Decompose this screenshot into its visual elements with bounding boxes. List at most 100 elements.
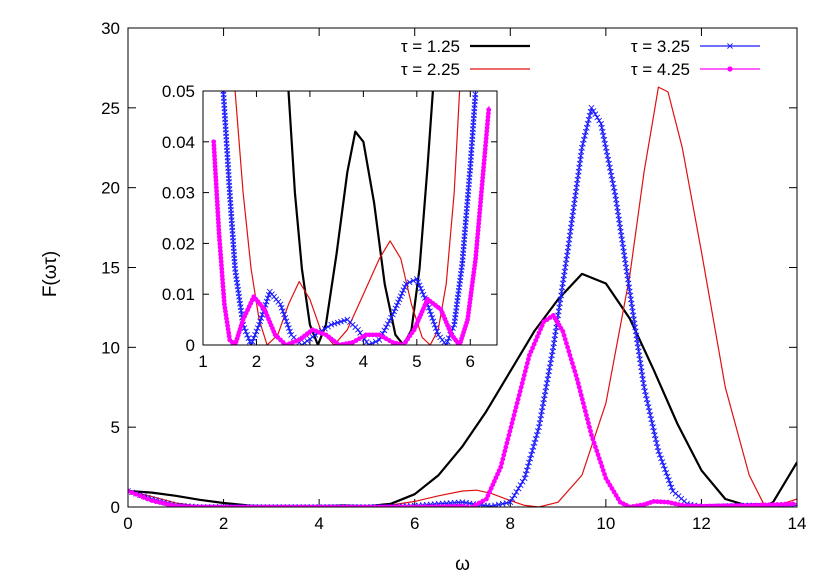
main-series-point-3 (525, 356, 531, 362)
main-series-point-3 (774, 502, 780, 507)
inset-series-point-2 (406, 279, 413, 286)
main-series-point-3 (726, 503, 732, 507)
inset-series-point-3 (221, 301, 227, 307)
inset-series-point-2 (426, 308, 433, 315)
main-series-point-2 (517, 482, 524, 489)
inset-series-point-2 (365, 342, 372, 345)
main-series-point-2 (662, 466, 668, 473)
inset-series-point-3 (226, 330, 232, 336)
main-series-point-3 (500, 456, 506, 462)
inset-series-point-3 (480, 175, 486, 181)
inset-series-point-3 (224, 316, 229, 321)
main-series-point-2 (596, 117, 603, 124)
main-series-point-3 (197, 504, 203, 507)
inset-series-point-2 (248, 342, 255, 345)
main-series-point-2 (526, 459, 532, 466)
inset-series-point-2 (383, 324, 390, 331)
inset-series-line-0 (287, 91, 434, 345)
main-series-point-2 (513, 489, 520, 495)
main-series-point-3 (638, 502, 643, 507)
inset-panel: 1 2 3 4 5 6 0 0.01 0.02 0.03 0.04 0.05 (162, 82, 498, 371)
main-series-point-3 (221, 504, 226, 507)
main-series-point-3 (758, 502, 764, 507)
inset-series-point-3 (219, 269, 225, 275)
main-series-point-3 (585, 416, 590, 422)
main-series-point-2 (667, 480, 674, 487)
main-series-point-3 (522, 368, 528, 374)
inset-series-point-3 (219, 273, 225, 279)
inset-xtick-label: 2 (252, 352, 261, 371)
main-series-point-3 (572, 368, 578, 374)
inset-series-point-3 (212, 167, 218, 173)
main-series-point-3 (517, 388, 523, 394)
legend-label: τ = 2.25 (401, 60, 460, 79)
inset-series-point-3 (483, 139, 489, 145)
inset-series-point-3 (475, 231, 481, 237)
main-series-point-3 (340, 504, 346, 507)
inset-series-point-3 (213, 174, 219, 180)
inset-series-point-3 (211, 142, 217, 148)
inset-ytick-label: 0.05 (162, 82, 195, 101)
main-series-point-3 (133, 491, 139, 497)
main-series-point-3 (658, 499, 664, 505)
main-series-point-3 (201, 504, 207, 507)
main-series-point-3 (669, 500, 674, 506)
main-series-point-3 (539, 323, 545, 328)
main-series-point-3 (448, 504, 453, 507)
inset-series-point-2 (434, 328, 440, 335)
main-series-point-3 (241, 504, 246, 507)
main-series-point-3 (533, 338, 539, 343)
main-series-point-3 (181, 504, 187, 507)
main-series-point-3 (384, 504, 390, 507)
inset-series-point-3 (214, 199, 220, 204)
inset-ytick-label: 0 (186, 336, 195, 355)
main-series-point-3 (499, 460, 505, 466)
main-series-point-3 (590, 436, 596, 442)
main-series-point-3 (595, 452, 601, 458)
main-series-point-3 (691, 503, 697, 507)
main-series-point-3 (762, 502, 768, 507)
main-series-point-3 (734, 503, 740, 507)
inset-series-point-2 (257, 318, 264, 325)
main-series-point-3 (272, 504, 278, 507)
main-series-point-3 (189, 504, 195, 507)
inset-series-point-2 (306, 335, 313, 342)
inset-series-point-3 (220, 284, 226, 289)
main-series-point-3 (193, 504, 199, 507)
inset-series-point-3 (479, 189, 484, 195)
main-series-point-3 (428, 504, 434, 507)
main-series-point-3 (706, 503, 712, 507)
main-series-point-2 (511, 492, 518, 499)
main-series-point-2 (507, 499, 514, 506)
main-series-point-2 (519, 478, 526, 485)
main-series-point-3 (502, 448, 508, 454)
inset-series-point-3 (224, 319, 230, 325)
main-series-point-3 (308, 504, 314, 507)
inset-series-point-3 (485, 118, 491, 123)
inset-series-point-3 (226, 333, 232, 339)
main-series-point-3 (523, 364, 529, 370)
main-series-point-3 (651, 499, 657, 504)
inset-series-point-2 (281, 311, 287, 318)
main-series-point-3 (534, 334, 540, 340)
inset-series-point-2 (258, 315, 265, 321)
main-series-point-3 (596, 456, 602, 462)
inset-series-point-2 (384, 321, 391, 327)
main-ytick-label: 15 (101, 259, 120, 278)
inset-series-point-3 (223, 309, 228, 314)
main-series-point-3 (519, 380, 525, 386)
inset-series-point-2 (443, 342, 450, 345)
main-series-point-3 (718, 503, 724, 507)
inset-ytick-label: 0.01 (162, 285, 195, 304)
main-series-point-3 (695, 503, 701, 507)
main-series-point-3 (268, 504, 274, 507)
main-series-point-3 (683, 503, 689, 507)
inset-series-point-3 (217, 245, 223, 250)
main-series-point-3 (324, 504, 330, 507)
main-series-point-3 (352, 504, 358, 507)
inset-series-point-3 (373, 332, 379, 338)
inset-series-point-3 (477, 210, 483, 216)
inset-series-point-2 (263, 298, 270, 305)
main-series-point-3 (440, 504, 445, 507)
main-ytick-label: 25 (101, 99, 120, 118)
